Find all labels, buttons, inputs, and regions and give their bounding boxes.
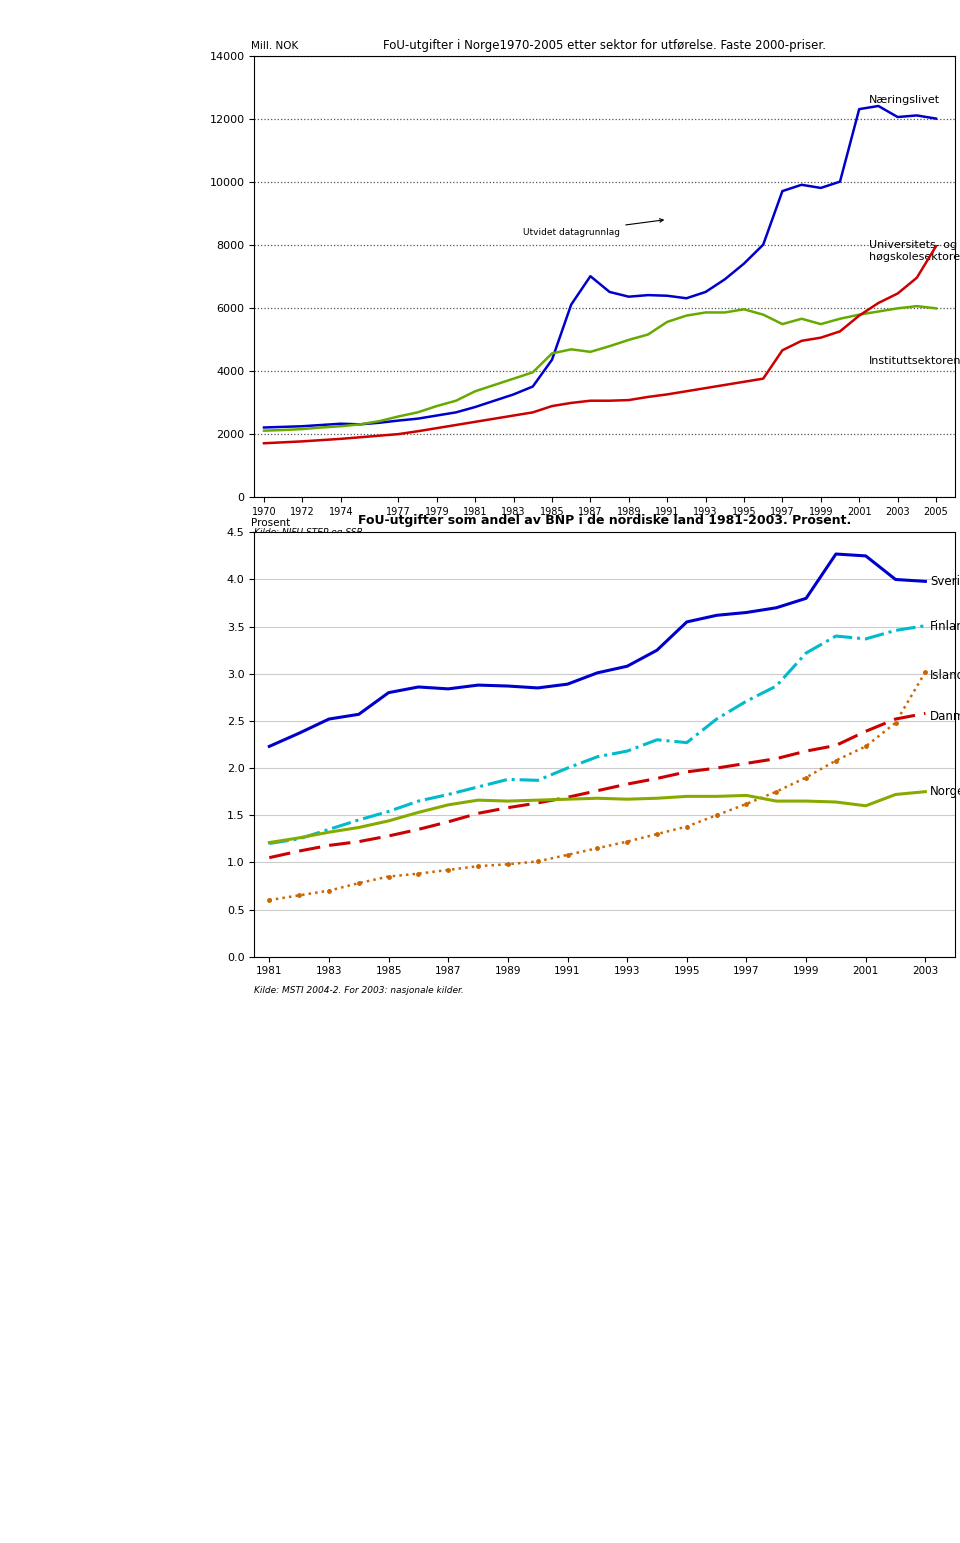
Text: Næringslivet: Næringslivet [869, 94, 940, 105]
Text: Kilde: NIFU STEP og SSB: Kilde: NIFU STEP og SSB [254, 528, 363, 537]
Text: Finland: Finland [930, 620, 960, 633]
Text: Danmark: Danmark [930, 710, 960, 722]
Text: Utvidet datagrunnlag: Utvidet datagrunnlag [523, 219, 663, 236]
Text: Island: Island [930, 670, 960, 682]
Text: Norge: Norge [930, 785, 960, 798]
Text: Mill. NOK: Mill. NOK [251, 42, 299, 51]
Text: Universitets- og
høgskolesektoren: Universitets- og høgskolesektoren [869, 241, 960, 262]
Text: Kilde: MSTI 2004-2. For 2003: nasjonale kilder.: Kilde: MSTI 2004-2. For 2003: nasjonale … [254, 986, 464, 995]
Text: Instituttsektoren: Instituttsektoren [869, 356, 960, 366]
Text: Prosent: Prosent [251, 518, 290, 528]
Title: FoU-utgifter i Norge1970-2005 etter sektor for utførelse. Faste 2000-priser.: FoU-utgifter i Norge1970-2005 etter sekt… [383, 39, 827, 51]
Text: Sverige: Sverige [930, 576, 960, 588]
Title: FoU-utgifter som andel av BNP i de nordiske land 1981-2003. Prosent.: FoU-utgifter som andel av BNP i de nordi… [358, 514, 852, 528]
